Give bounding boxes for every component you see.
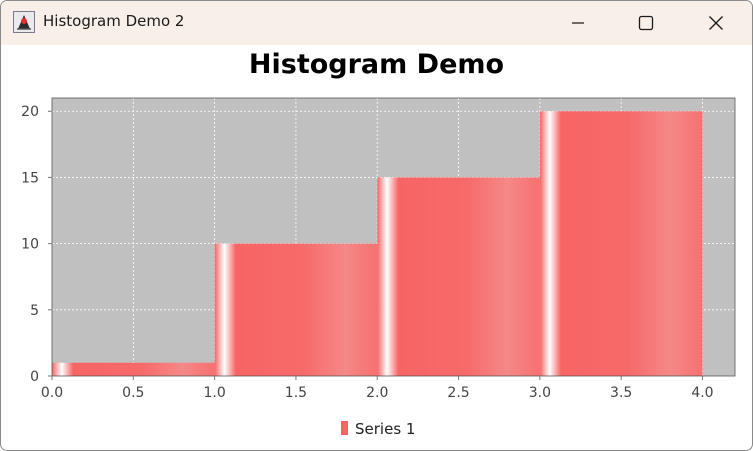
histogram-bar (214, 243, 378, 376)
title-bar[interactable]: Histogram Demo 2 (1, 1, 752, 45)
x-tick-label: 1.0 (203, 385, 225, 401)
x-tick-label: 2.0 (366, 385, 388, 401)
legend-swatch (341, 421, 348, 435)
y-tick-label: 20 (21, 104, 39, 120)
y-tick-label: 0 (30, 369, 39, 385)
java-duke-icon (13, 11, 35, 33)
histogram-chart: 0.0 0.5 1.0 1.5 2.0 2.5 3.0 3.5 4.0 0 5 10 15 20 Seri… (21, 97, 736, 438)
close-icon (709, 16, 723, 30)
maximize-icon (638, 15, 654, 31)
x-tick-label: 1.5 (285, 385, 307, 401)
x-tick-label: 3.5 (610, 385, 632, 401)
histogram-bar (539, 111, 703, 376)
chart-title: Histogram Demo (248, 49, 505, 80)
close-button[interactable] (685, 1, 747, 45)
x-tick-label: 0.5 (122, 385, 144, 401)
histogram-bar (377, 177, 540, 376)
y-tick-label: 5 (30, 303, 39, 319)
histogram-bar (52, 362, 215, 376)
x-tick-label: 4.0 (691, 385, 713, 401)
x-tick-label: 3.0 (529, 385, 551, 401)
plot-border (51, 97, 736, 377)
x-tick-label: 0.0 (41, 385, 63, 401)
y-tick-label: 15 (21, 170, 39, 186)
maximize-button[interactable] (615, 1, 677, 45)
x-tick-label: 2.5 (447, 385, 469, 401)
window-title: Histogram Demo 2 (43, 12, 185, 30)
y-tick-label: 10 (21, 237, 39, 253)
minimize-icon (572, 22, 584, 24)
legend-label: Series 1 (355, 420, 415, 438)
minimize-button[interactable] (547, 1, 609, 45)
